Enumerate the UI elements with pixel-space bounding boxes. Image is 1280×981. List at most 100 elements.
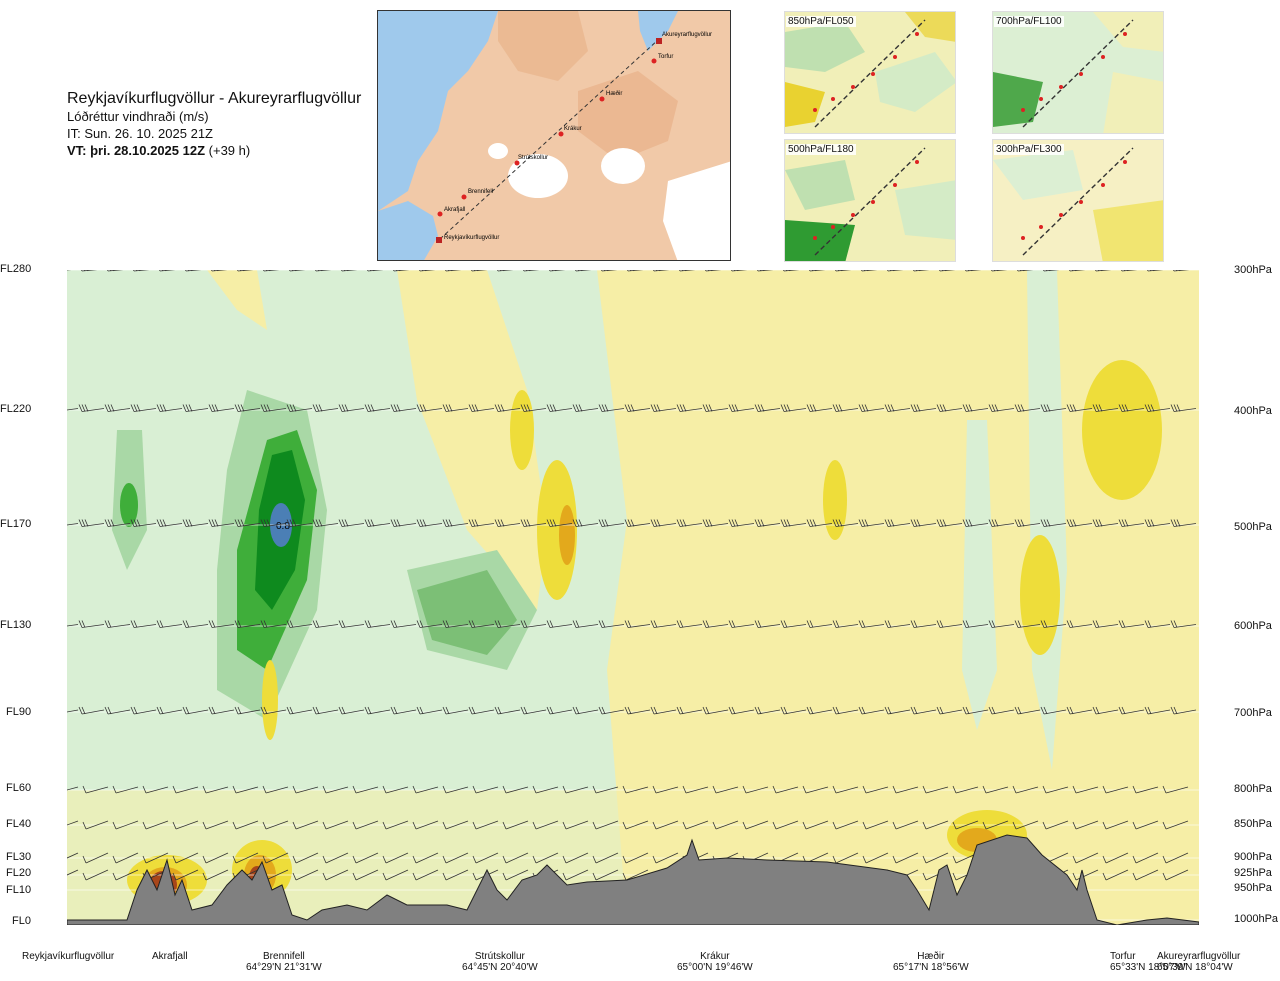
wind-barb — [887, 270, 904, 272]
wind-barb — [1132, 820, 1159, 830]
wind-barb — [546, 620, 573, 628]
wind-barb — [802, 785, 829, 794]
wind-barb — [1014, 706, 1041, 715]
wind-barb — [182, 404, 209, 412]
thumbnail-500hpa[interactable]: 500hPa/FL180 — [784, 139, 956, 262]
wind-barb — [286, 620, 313, 628]
wind-barb — [67, 523, 79, 526]
wind-barb — [1066, 620, 1093, 628]
wind-barb — [910, 620, 937, 628]
wind-barb — [892, 820, 919, 830]
wind-barb — [910, 706, 937, 715]
location-name: Akrafjall — [152, 951, 188, 962]
wind-barb — [416, 404, 443, 412]
wind-barb — [364, 620, 391, 628]
wind-barb — [82, 820, 109, 830]
wind-barb — [1118, 620, 1145, 628]
wind-barb — [352, 820, 379, 830]
wind-barb — [520, 404, 547, 412]
wind-barb — [1072, 820, 1099, 830]
wind-barb — [861, 270, 878, 272]
wind-barb — [338, 519, 365, 527]
wind-barb — [652, 785, 679, 794]
wind-barb — [939, 270, 956, 272]
wind-barb — [234, 404, 261, 412]
wind-barb — [546, 706, 573, 715]
wind-barb — [382, 820, 409, 830]
wind-barb — [502, 785, 529, 794]
wind-barb — [572, 404, 599, 412]
wind-barb — [562, 785, 589, 794]
route-point-haedir — [599, 96, 605, 102]
wind-barb — [592, 820, 619, 830]
wind-barb — [1014, 519, 1041, 527]
wind-barb — [234, 620, 261, 628]
wind-barb — [1162, 785, 1189, 794]
wind-barb — [1066, 519, 1093, 527]
wind-barbs — [67, 270, 1197, 881]
wind-barb — [922, 852, 949, 864]
axis-1000hpa: 1000hPa — [1234, 913, 1279, 925]
wind-barb — [988, 620, 1015, 628]
location-brennifell: Brennifell 64°29'N 21°31'W — [246, 951, 322, 973]
wind-barb — [292, 820, 319, 830]
wind-barb — [1144, 706, 1171, 715]
route-point-torfur — [651, 58, 657, 64]
wind-barb — [104, 519, 131, 527]
wind-barb — [982, 820, 1009, 830]
wind-barb — [624, 620, 651, 628]
wind-barb — [185, 270, 202, 272]
cross-section: 0.8 — [67, 270, 1199, 925]
wind-barb — [1092, 404, 1119, 412]
wind-barb — [208, 706, 235, 715]
wind-barb — [82, 852, 109, 864]
wind-barb — [676, 706, 703, 715]
location-name: Reykjavíkurflugvöllur — [22, 951, 115, 962]
axis-fl130: FL130 — [0, 619, 32, 631]
wind-barb — [650, 404, 677, 412]
wind-barb — [390, 620, 417, 628]
wind-barb — [419, 270, 436, 272]
wind-barb — [1170, 620, 1197, 628]
wind-barb — [705, 270, 722, 272]
wind-barb — [442, 785, 469, 794]
wind-barb — [494, 706, 521, 715]
wind-barb — [562, 852, 589, 864]
sink-core-3 — [823, 460, 847, 540]
location-name: Torfur — [1110, 951, 1136, 962]
wind-barb — [133, 270, 150, 272]
wind-barb — [130, 706, 157, 715]
wind-barb — [442, 852, 469, 864]
thumbnail-700hpa[interactable]: 700hPa/FL100 — [992, 11, 1164, 134]
thumbnail-850hpa[interactable]: 850hPa/FL050 — [784, 11, 956, 134]
wind-barb — [1066, 706, 1093, 715]
wind-barb — [532, 785, 559, 794]
wind-barb — [67, 869, 79, 876]
wind-barb — [312, 620, 339, 628]
wind-barb — [910, 404, 937, 412]
wind-barb — [802, 820, 829, 830]
wind-barb — [832, 404, 859, 412]
wind-barb — [1102, 852, 1129, 864]
route-map: Akureyrarflugvöllur Torfur Hæðir Krákur … — [377, 10, 731, 261]
wind-barb — [67, 852, 79, 859]
wind-barb — [1014, 404, 1041, 412]
wind-barb — [520, 519, 547, 527]
wind-barb — [562, 820, 589, 830]
wind-barb — [260, 519, 287, 527]
axis-925hpa: 925hPa — [1234, 867, 1272, 879]
wind-barb — [364, 706, 391, 715]
wind-barb — [592, 869, 619, 881]
sink-core-6 — [262, 660, 278, 740]
axis-fl220: FL220 — [0, 403, 32, 415]
wind-barb — [442, 869, 469, 881]
wind-barb — [1118, 706, 1145, 715]
chart-title: Reykjavíkurflugvöllur - Akureyrarflugvöl… — [67, 90, 362, 107]
map-label-akureyri: Akureyrarflugvöllur — [662, 32, 712, 38]
wind-barb — [702, 519, 729, 527]
wind-barb — [382, 869, 409, 881]
wind-barb — [862, 785, 889, 794]
thumbnail-300hpa[interactable]: 300hPa/FL300 — [992, 139, 1164, 262]
wind-barb — [260, 620, 287, 628]
wind-barb — [991, 270, 1008, 272]
